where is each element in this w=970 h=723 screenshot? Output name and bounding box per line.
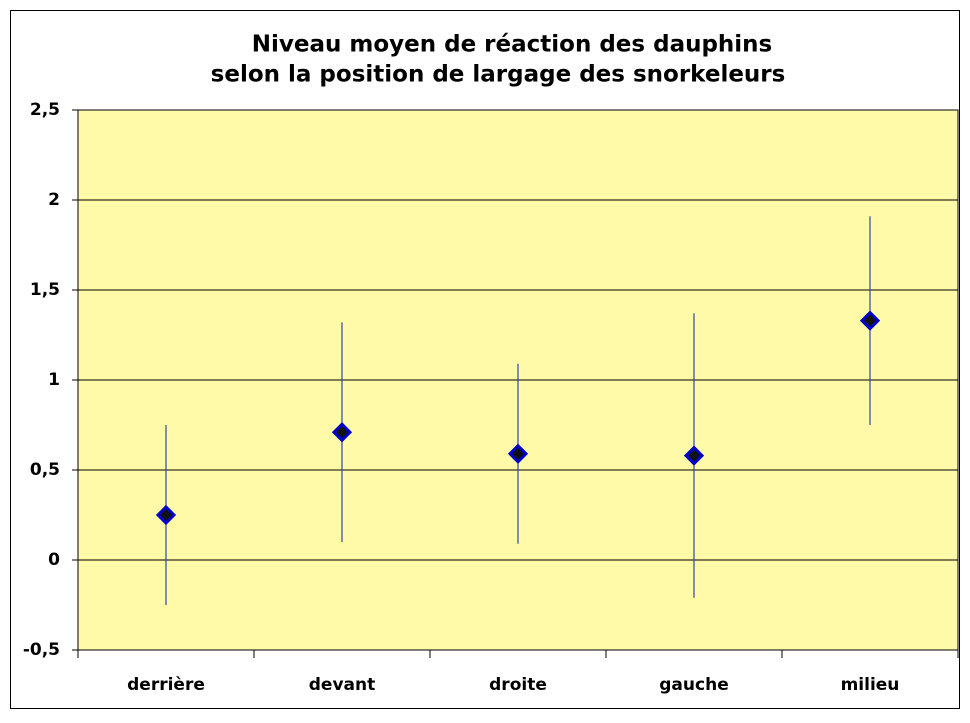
x-tick-label: droite bbox=[489, 675, 547, 695]
marker bbox=[331, 422, 353, 443]
y-tick-label: 2,5 bbox=[30, 100, 60, 120]
y-tick-label: 0 bbox=[48, 550, 60, 570]
x-tick-label: devant bbox=[309, 675, 375, 695]
y-tick-label: 1 bbox=[48, 370, 60, 390]
y-tick-label: 2 bbox=[48, 190, 60, 210]
marker bbox=[859, 310, 881, 331]
y-tick-label: -0,5 bbox=[23, 640, 60, 660]
x-tick-label: gauche bbox=[659, 675, 728, 695]
marker bbox=[155, 504, 177, 526]
marker bbox=[683, 445, 705, 466]
y-tick-label: 1,5 bbox=[30, 280, 60, 300]
marker bbox=[507, 443, 529, 464]
chart-title: selon la position de largage des snorkel… bbox=[211, 62, 786, 88]
chart-title: Niveau moyen de réaction des dauphins bbox=[252, 32, 773, 58]
x-tick-label: derrière bbox=[127, 675, 205, 695]
x-tick-label: milieu bbox=[841, 675, 900, 695]
y-tick-label: 0,5 bbox=[30, 460, 60, 480]
